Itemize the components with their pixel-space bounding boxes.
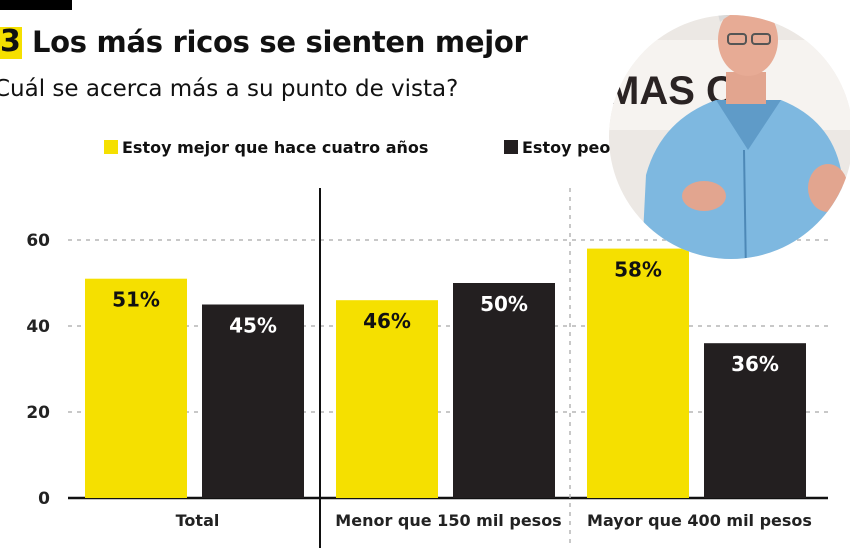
number-badge <box>0 27 22 59</box>
bar <box>587 248 689 498</box>
data-label: 46% <box>363 309 411 333</box>
data-label: 58% <box>614 258 662 282</box>
legend-item-peor: Estoy peo <box>504 136 610 158</box>
legend-swatch-dark <box>504 140 518 154</box>
x-tick-label: Mayor que 400 mil pesos <box>587 511 812 530</box>
bar <box>202 304 304 498</box>
top-rule <box>0 0 72 10</box>
x-tick-label: Total <box>176 511 220 530</box>
y-tick-label: 40 <box>26 317 50 337</box>
legend-label-mejor: Estoy mejor que hace cuatro años <box>122 137 429 157</box>
legend-item-mejor: Estoy mejor que hace cuatro años <box>104 136 428 158</box>
legend-label-peor: Estoy peo <box>522 137 611 157</box>
y-tick-label: 20 <box>26 403 50 423</box>
data-label: 51% <box>112 288 160 312</box>
data-label: 50% <box>480 292 528 316</box>
legend-swatch-yellow <box>104 140 118 154</box>
data-label: 45% <box>229 314 277 338</box>
data-label: 36% <box>731 352 779 376</box>
x-tick-label: Menor que 150 mil pesos <box>335 511 561 530</box>
chart-subtitle: Cuál se acerca más a su punto de vista? <box>0 76 459 102</box>
bar <box>336 300 438 498</box>
chart-title: Los más ricos se sienten mejor <box>32 25 528 59</box>
bar <box>453 283 555 498</box>
speaker-photo: MAS C <box>609 15 850 259</box>
chart-number: 3 <box>0 24 21 59</box>
y-tick-label: 60 <box>26 231 50 251</box>
bar <box>704 343 806 498</box>
bar <box>85 278 187 498</box>
y-tick-label: 0 <box>38 489 50 509</box>
